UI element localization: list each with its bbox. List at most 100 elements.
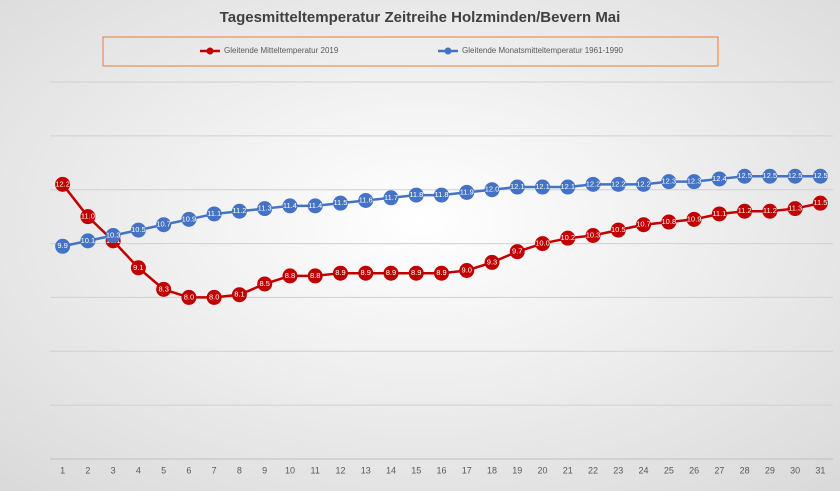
data-label: 11.3	[258, 204, 272, 213]
x-tick-label: 25	[664, 465, 674, 475]
x-tick-label: 26	[689, 465, 699, 475]
point-marker	[585, 227, 601, 243]
x-tick-label: 22	[588, 465, 598, 475]
legend-marker	[444, 47, 452, 55]
data-label: 8.8	[285, 271, 295, 280]
x-tick-label: 31	[815, 465, 825, 475]
x-tick-label: 28	[740, 465, 750, 475]
data-label: 11.1	[712, 209, 726, 218]
point-marker	[307, 198, 323, 214]
data-label: 8.9	[335, 268, 345, 277]
point-marker	[737, 168, 753, 184]
data-label: 11.3	[788, 204, 802, 213]
point-marker	[282, 198, 298, 214]
data-label: 10.9	[182, 214, 197, 223]
chart-title: Tagesmitteltemperatur Zeitreihe Holzmind…	[220, 9, 621, 26]
x-tick-label: 2	[85, 465, 90, 475]
point-marker	[762, 203, 778, 219]
point-marker	[231, 287, 247, 303]
data-label: 12.1	[535, 182, 550, 191]
x-tick-label: 6	[186, 465, 191, 475]
data-label: 11.8	[409, 190, 423, 199]
point-marker	[408, 187, 424, 203]
point-marker	[206, 289, 222, 305]
point-marker	[206, 206, 222, 222]
point-marker	[812, 195, 828, 211]
point-marker	[585, 176, 601, 192]
x-tick-label: 19	[512, 465, 522, 475]
point-marker	[332, 195, 348, 211]
data-label: 10.9	[687, 214, 702, 223]
data-label: 10.7	[636, 220, 651, 229]
x-tick-label: 21	[563, 465, 573, 475]
point-marker	[459, 184, 475, 200]
data-label: 12.5	[763, 171, 778, 180]
data-label: 12.2	[636, 179, 651, 188]
point-marker	[610, 222, 626, 238]
data-label: 12.5	[813, 171, 828, 180]
point-marker	[535, 236, 551, 252]
x-tick-label: 11	[311, 465, 320, 475]
x-tick-label: 13	[361, 465, 371, 475]
data-label: 12.5	[788, 171, 803, 180]
point-marker	[307, 268, 323, 284]
point-marker	[509, 179, 525, 195]
data-label: 11.5	[333, 198, 347, 207]
x-tick-label: 30	[790, 465, 800, 475]
x-tick-label: 15	[411, 465, 421, 475]
point-marker	[105, 227, 121, 243]
x-tick-label: 5	[161, 465, 166, 475]
point-marker	[358, 265, 374, 281]
point-marker	[80, 209, 96, 225]
point-marker	[257, 276, 273, 292]
legend-marker	[206, 47, 214, 55]
point-marker	[383, 265, 399, 281]
point-marker	[636, 176, 652, 192]
data-label: 8.8	[310, 271, 320, 280]
x-tick-label: 18	[487, 465, 497, 475]
point-marker	[434, 187, 449, 203]
data-label: 8.0	[184, 292, 194, 301]
point-marker	[636, 217, 652, 233]
data-label: 9.9	[57, 241, 67, 250]
data-label: 8.1	[234, 290, 244, 299]
data-label: 10.2	[560, 233, 575, 242]
data-label: 10.3	[106, 230, 121, 239]
data-label: 8.9	[361, 268, 371, 277]
point-marker	[610, 176, 626, 192]
point-marker	[130, 260, 146, 276]
data-label: 11.8	[434, 190, 448, 199]
point-marker	[55, 238, 71, 254]
data-label: 12.2	[611, 179, 626, 188]
data-label: 12.0	[485, 185, 500, 194]
point-marker	[484, 182, 500, 198]
point-marker	[762, 168, 778, 184]
legend-label: Gleitende Monatsmitteltemperatur 1961-19…	[462, 46, 624, 55]
data-label: 8.9	[411, 268, 421, 277]
point-marker	[231, 203, 247, 219]
data-label: 9.1	[133, 263, 143, 272]
point-marker	[711, 171, 727, 187]
data-label: 10.8	[662, 217, 677, 226]
data-label: 11.2	[738, 206, 752, 215]
point-marker	[383, 190, 399, 206]
point-marker	[737, 203, 753, 219]
point-marker	[408, 265, 424, 281]
data-label: 11.2	[232, 206, 246, 215]
legend-label: Gleitende Mitteltemperatur 2019	[224, 46, 339, 55]
point-marker	[55, 176, 71, 192]
point-marker	[787, 201, 803, 217]
data-label: 11.4	[308, 201, 322, 210]
data-label: 11.9	[460, 187, 474, 196]
x-tick-label: 3	[111, 465, 116, 475]
x-tick-label: 7	[212, 465, 217, 475]
x-tick-label: 24	[639, 465, 649, 475]
data-label: 12.2	[586, 179, 601, 188]
point-marker	[459, 263, 475, 278]
point-marker	[661, 214, 677, 230]
point-marker	[181, 211, 197, 227]
point-marker	[686, 174, 702, 190]
data-label: 11.6	[359, 195, 373, 204]
x-tick-label: 10	[285, 465, 295, 475]
